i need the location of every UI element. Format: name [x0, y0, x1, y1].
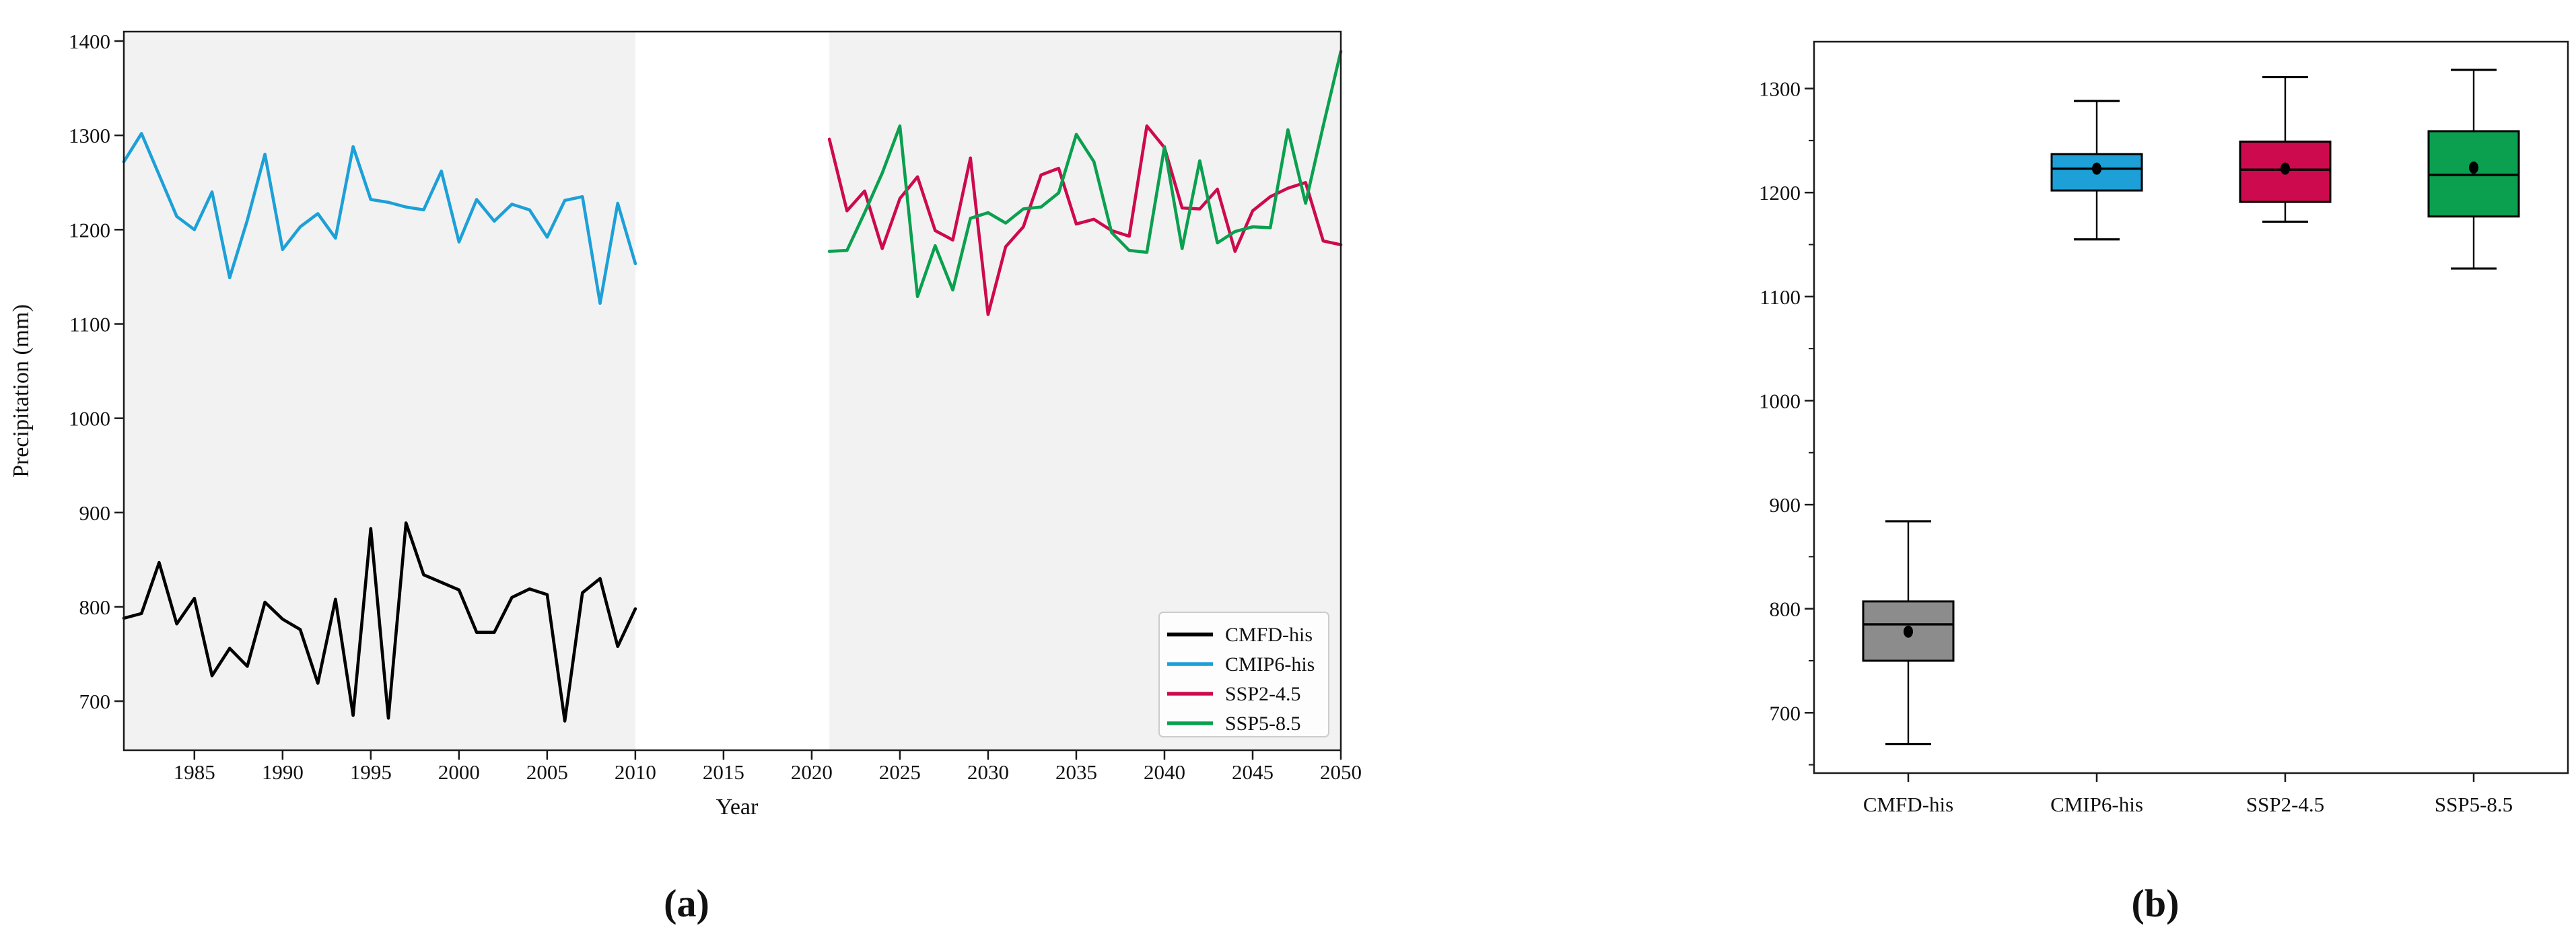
x-tick-label: 2040	[1144, 760, 1185, 784]
x-tick-label: 1995	[350, 760, 392, 784]
panel-a-ticks: 1985 1990 1995 2000 2005 2010 2015 2020 2025 2030…	[69, 30, 1362, 784]
x-tick-label: 2045	[1232, 760, 1274, 784]
series-line-cmfd-his	[122, 521, 637, 723]
y-tick-label: 900	[1770, 493, 1801, 517]
y-tick-label: 1200	[1759, 181, 1801, 205]
x-tick-label: 1985	[174, 760, 215, 784]
shaded-period-bands	[124, 32, 1341, 750]
category-label-ssp5-85: SSP5-8.5	[2435, 793, 2513, 816]
panel-b-chart: 700 800 900 1000 1100 1200 1300 CMFD-his CMIP6…	[1759, 40, 2569, 925]
legend: CMFD-his CMIP6-his SSP2-4.5 SSP5-8.5	[1158, 612, 1329, 737]
x-tick-label: 2015	[703, 760, 744, 784]
x-tick-label: 2050	[1320, 760, 1362, 784]
y-tick-label: 700	[79, 690, 111, 713]
boxplot-group	[1862, 69, 2520, 746]
x-tick-label: 2020	[791, 760, 833, 784]
box-cmip6-his	[2050, 100, 2143, 241]
panel-a-caption: (a)	[664, 881, 709, 925]
x-tick-label: 2010	[615, 760, 656, 784]
box-ssp5-8.5	[2427, 69, 2520, 270]
y-axis-label: Precipitation (mm)	[9, 304, 34, 478]
y-tick-label: 1100	[1760, 285, 1801, 309]
x-tick-label: 1990	[262, 760, 304, 784]
category-label-cmfd-his: CMFD-his	[1863, 793, 1953, 816]
y-tick-label: 1000	[69, 407, 110, 431]
y-tick-label: 700	[1770, 701, 1801, 725]
category-label-ssp2-45: SSP2-4.5	[2246, 793, 2324, 816]
mean-dot	[1904, 625, 1913, 638]
line-series-group	[122, 50, 1343, 723]
x-tick-label: 2005	[526, 760, 568, 784]
legend-label-ssp2-45: SSP2-4.5	[1225, 683, 1301, 705]
y-tick-label: 1300	[69, 124, 110, 147]
historical-shaded-band	[124, 32, 635, 750]
panel-b-caption: (b)	[2132, 881, 2180, 925]
x-tick-label: 2030	[967, 760, 1009, 784]
y-tick-label: 1200	[69, 218, 110, 242]
x-axis-label: Year	[716, 795, 759, 820]
y-tick-label: 1300	[1759, 77, 1801, 101]
panel-a-plot-frame	[123, 30, 1342, 752]
category-label-cmip6-his: CMIP6-his	[2050, 793, 2143, 816]
panel-a-chart: 1985 1990 1995 2000 2005 2010 2015 2020 2025 2030…	[9, 30, 1362, 925]
legend-box	[1158, 612, 1329, 737]
x-tick-label: 2035	[1055, 760, 1097, 784]
legend-label-cmfd-his: CMFD-his	[1225, 624, 1313, 646]
x-tick-label: 2025	[879, 760, 921, 784]
y-tick-label: 1100	[69, 312, 110, 336]
box-ssp2-4.5	[2239, 75, 2332, 223]
mean-dot	[2469, 161, 2478, 174]
box-cmfd-his	[1862, 520, 1955, 746]
series-line-cmip6-his	[122, 132, 637, 305]
panel-b-plot-frame	[1813, 40, 2569, 774]
y-tick-label: 1000	[1759, 389, 1801, 412]
series-line-ssp2-4.5	[827, 124, 1343, 316]
legend-label-ssp5-85: SSP5-8.5	[1225, 713, 1301, 735]
y-tick-label: 900	[79, 501, 111, 525]
y-tick-label: 800	[79, 595, 111, 619]
legend-label-cmip6-his: CMIP6-his	[1225, 653, 1315, 676]
y-tick-label: 800	[1770, 597, 1801, 621]
series-line-ssp5-8.5	[827, 50, 1343, 299]
mean-dot	[2092, 162, 2101, 175]
y-tick-label: 1400	[69, 30, 110, 53]
mean-dot	[2281, 162, 2290, 175]
panel-b-ticks: 700 800 900 1000 1100 1200 1300	[1759, 77, 2475, 782]
x-tick-label: 2000	[438, 760, 480, 784]
